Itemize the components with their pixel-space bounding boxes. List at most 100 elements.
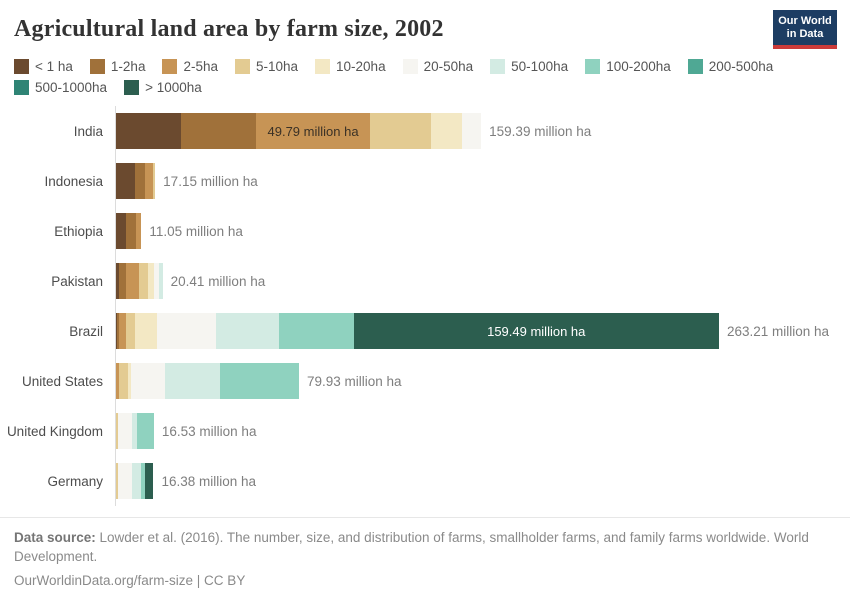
- legend-item-20-50ha[interactable]: 20-50ha: [402, 59, 474, 74]
- legend-swatch-icon: [14, 80, 29, 95]
- legend-item-50-100ha[interactable]: 50-100ha: [490, 59, 568, 74]
- chart-row-united-states: United States 79.93 million ha: [0, 356, 850, 406]
- legend-item-label: 200-500ha: [708, 59, 774, 74]
- bar-united-states: 79.93 million ha: [116, 363, 402, 399]
- chart-row-pakistan: Pakistan 20.41 million ha: [0, 256, 850, 306]
- bar-segment-india-5-10ha[interactable]: [370, 113, 431, 149]
- chart-row-germany: Germany 16.38 million ha: [0, 456, 850, 506]
- bar-segment-brazil-1000ha[interactable]: 159.49 million ha: [353, 313, 719, 349]
- bar-segment-pakistan-10-20ha[interactable]: [147, 263, 154, 299]
- legend-item-2-5ha[interactable]: 2-5ha: [162, 59, 218, 74]
- bar-segment-brazil-20-50ha[interactable]: [157, 313, 217, 349]
- bar-segment-united-kingdom-50-100ha[interactable]: [131, 413, 137, 449]
- bar-segment-india-20-50ha[interactable]: [461, 113, 482, 149]
- legend-item-label: 2-5ha: [183, 59, 218, 74]
- legend-swatch-icon: [14, 59, 29, 74]
- bar-segment-united-states-5-10ha[interactable]: [119, 363, 129, 399]
- bar-segment-united-states-20-50ha[interactable]: [131, 363, 166, 399]
- bar-united-kingdom: 16.53 million ha: [116, 413, 256, 449]
- owid-logo[interactable]: Our World in Data: [773, 10, 837, 49]
- bar-segment-india-10-20ha[interactable]: [430, 113, 462, 149]
- bar-segment-germany-100-200ha[interactable]: [141, 463, 146, 499]
- legend-swatch-icon: [687, 59, 703, 74]
- bar-segment-brazil-50-100ha[interactable]: [216, 313, 279, 349]
- bar-segment-brazil-10-20ha[interactable]: [135, 313, 158, 349]
- bar-segment-pakistan-1-2ha[interactable]: [118, 263, 126, 299]
- chart-row-indonesia: Indonesia 17.15 million ha: [0, 156, 850, 206]
- bar-segment-united-kingdom-20-50ha[interactable]: [118, 413, 132, 449]
- legend-swatch-icon: [402, 59, 418, 74]
- legend-item-label: 10-20ha: [336, 59, 386, 74]
- owid-logo-line2: in Data: [786, 27, 824, 40]
- legend-item-label: 20-50ha: [423, 59, 474, 74]
- page-title: Agricultural land area by farm size, 200…: [14, 16, 444, 42]
- total-label-united-kingdom: 16.53 million ha: [161, 423, 257, 439]
- legend-item-5-10ha[interactable]: 5-10ha: [234, 59, 299, 74]
- bar-segment-brazil-100-200ha[interactable]: [278, 313, 354, 349]
- legend-item-label: 1-2ha: [110, 59, 146, 74]
- legend-item-1-2ha[interactable]: 1-2ha: [89, 59, 146, 74]
- legend: < 1 ha 1-2ha 2-5ha 5-10ha 10-20ha 20-50ha 50-1…: [14, 59, 794, 95]
- bar-segment-united-states-2-5ha[interactable]: [116, 363, 120, 399]
- total-label-brazil: 263.21 million ha: [726, 323, 830, 339]
- bar-segment-indonesia-1-2ha[interactable]: [135, 163, 145, 199]
- bar-segment-brazil-2-5ha[interactable]: [119, 313, 126, 349]
- legend-item-100-200ha[interactable]: 100-200ha: [585, 59, 671, 74]
- bar-segment-pakistan-5-10ha[interactable]: [139, 263, 148, 299]
- chart-row-brazil: Brazil 159.49 million ha 263.21 million ha: [0, 306, 850, 356]
- data-source-citation: Lowder et al. (2016). The number, size, …: [14, 530, 809, 564]
- owid-url-link[interactable]: OurWorldinData.org/farm-size | CC BY: [14, 573, 246, 588]
- bar-segment-pakistan-50-100ha[interactable]: [158, 263, 163, 299]
- bar-segment-united-states-10-20ha[interactable]: [128, 363, 132, 399]
- bar-segment-brazil-1-ha[interactable]: [116, 313, 118, 349]
- bar-segment-indonesia-2-5ha[interactable]: [144, 163, 153, 199]
- legend-item-200-500ha[interactable]: 200-500ha: [687, 59, 774, 74]
- bar-segment-germany-5-10ha[interactable]: [116, 463, 119, 499]
- chart-row-ethiopia: Ethiopia 11.05 million ha: [0, 206, 850, 256]
- y-axis-line: [115, 106, 116, 506]
- bar-segment-ethiopia-1-ha[interactable]: [116, 213, 126, 249]
- bar-segment-germany-50-100ha[interactable]: [131, 463, 142, 499]
- total-label-united-states: 79.93 million ha: [306, 373, 402, 389]
- legend-item-10-20ha[interactable]: 10-20ha: [315, 59, 386, 74]
- bar-segment-germany-20-50ha[interactable]: [118, 463, 132, 499]
- bar-segment-indonesia-5-10ha[interactable]: [152, 163, 156, 199]
- bar-segment-pakistan-1-ha[interactable]: [116, 263, 119, 299]
- legend-swatch-icon: [234, 59, 250, 74]
- legend-item-label: 100-200ha: [606, 59, 671, 74]
- total-label-germany: 16.38 million ha: [161, 473, 257, 489]
- bar-segment-united-states-50-100ha[interactable]: [165, 363, 221, 399]
- bar-segment-ethiopia-2-5ha[interactable]: [135, 213, 142, 249]
- bar-pakistan: 20.41 million ha: [116, 263, 265, 299]
- footer: Data source: Lowder et al. (2016). The n…: [0, 517, 850, 600]
- bar-value-label-brazil: 159.49 million ha: [487, 323, 586, 339]
- legend-item-label: 50-100ha: [511, 59, 569, 74]
- legend-swatch-icon: [162, 59, 178, 74]
- bar-segment-india-1-2ha[interactable]: [181, 113, 256, 149]
- country-label-brazil: Brazil: [69, 323, 103, 339]
- header: Agricultural land area by farm size, 200…: [0, 0, 850, 49]
- legend-swatch-icon: [124, 80, 140, 95]
- owid-logo-line1: Our World: [778, 15, 832, 27]
- bar-segment-india-1-ha[interactable]: [116, 113, 182, 149]
- bar-india: 49.79 million ha 159.39 million ha: [116, 113, 591, 149]
- bar-segment-pakistan-20-50ha[interactable]: [153, 263, 159, 299]
- country-label-united-states: United States: [21, 373, 103, 389]
- bar-segment-brazil-1-2ha[interactable]: [117, 313, 120, 349]
- bar-segment-brazil-5-10ha[interactable]: [125, 313, 136, 349]
- bar-segment-india-2-5ha[interactable]: 49.79 million ha: [255, 113, 371, 149]
- bar-segment-ethiopia-1-2ha[interactable]: [125, 213, 136, 249]
- legend-item-label: 5-10ha: [255, 59, 299, 74]
- bar-segment-indonesia-1-ha[interactable]: [116, 163, 135, 199]
- bar-segment-united-states-100-200ha[interactable]: [220, 363, 299, 399]
- bar-segment-united-kingdom-5-10ha[interactable]: [116, 413, 119, 449]
- legend-item-1000ha[interactable]: > 1000ha: [124, 80, 202, 95]
- legend-item-1-ha[interactable]: < 1 ha: [14, 59, 73, 74]
- legend-item-500-1000ha[interactable]: 500-1000ha: [14, 80, 107, 95]
- bar-value-label-india: 49.79 million ha: [267, 123, 359, 139]
- bar-segment-united-kingdom-100-200ha[interactable]: [136, 413, 154, 449]
- bar-segment-pakistan-2-5ha[interactable]: [125, 263, 140, 299]
- legend-swatch-icon: [490, 59, 506, 74]
- country-label-india: India: [73, 123, 103, 139]
- bar-segment-germany-1000ha[interactable]: [145, 463, 154, 499]
